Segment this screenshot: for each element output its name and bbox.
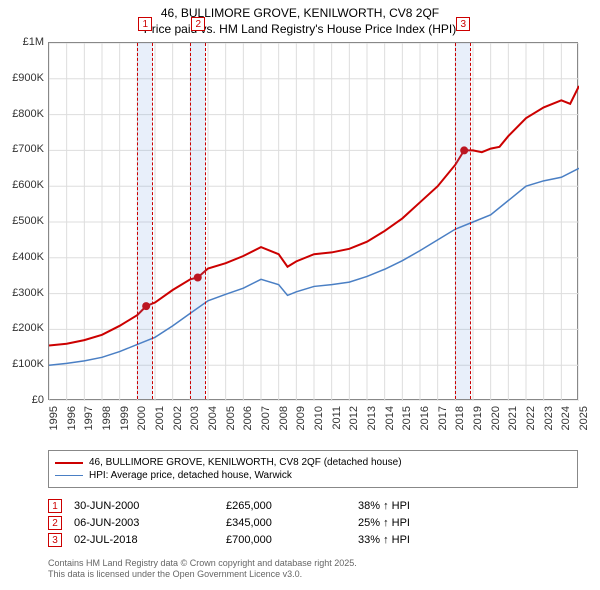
plot-svg [49,43,579,401]
x-axis-tick: 2024 [560,406,572,446]
event-band-label: 1 [138,17,152,31]
x-axis-tick: 2023 [543,406,555,446]
event-price: £700,000 [226,534,346,546]
x-axis-tick: 2021 [507,406,519,446]
event-row: 1 30-JUN-2000 £265,000 38% ↑ HPI [48,499,578,513]
x-axis-tick: 2013 [366,406,378,446]
x-axis-tick: 2025 [578,406,590,446]
event-number: 2 [48,516,62,530]
title-line1: 46, BULLIMORE GROVE, KENILWORTH, CV8 2QF [0,6,600,22]
x-axis-tick: 2006 [242,406,254,446]
event-hpi: 25% ↑ HPI [358,517,458,529]
y-axis-tick: £400K [0,251,44,263]
x-axis-tick: 2002 [172,406,184,446]
title-block: 46, BULLIMORE GROVE, KENILWORTH, CV8 2QF… [0,0,600,37]
x-axis-tick: 1997 [83,406,95,446]
x-axis-tick: 2009 [295,406,307,446]
event-number: 1 [48,499,62,513]
y-axis-tick: £300K [0,287,44,299]
x-axis-tick: 2014 [384,406,396,446]
x-axis-tick: 2020 [490,406,502,446]
footer-line2: This data is licensed under the Open Gov… [48,569,578,580]
event-date: 30-JUN-2000 [74,500,214,512]
legend-item: HPI: Average price, detached house, Warw… [55,470,571,481]
x-axis-tick: 2016 [419,406,431,446]
y-axis-tick: £200K [0,322,44,334]
x-axis-tick: 2001 [154,406,166,446]
event-price: £265,000 [226,500,346,512]
plot-area: 123 [48,42,578,400]
event-band-label: 2 [191,17,205,31]
y-axis-tick: £800K [0,108,44,120]
event-hpi: 38% ↑ HPI [358,500,458,512]
legend-swatch [55,462,83,464]
y-axis-tick: £500K [0,215,44,227]
x-axis-tick: 1995 [48,406,60,446]
footer-attribution: Contains HM Land Registry data © Crown c… [48,558,578,580]
legend: 46, BULLIMORE GROVE, KENILWORTH, CV8 2QF… [48,450,578,488]
legend-label: HPI: Average price, detached house, Warw… [89,470,292,481]
x-axis-tick: 2000 [136,406,148,446]
y-axis-tick: £700K [0,143,44,155]
y-axis-tick: £0 [0,394,44,406]
x-axis-tick: 2011 [331,406,343,446]
event-band-label: 3 [456,17,470,31]
x-axis-tick: 2019 [472,406,484,446]
x-axis-tick: 2022 [525,406,537,446]
event-row: 3 02-JUL-2018 £700,000 33% ↑ HPI [48,533,578,547]
event-row: 2 06-JUN-2003 £345,000 25% ↑ HPI [48,516,578,530]
y-axis-tick: £1M [0,36,44,48]
x-axis-tick: 1999 [119,406,131,446]
x-axis-tick: 2012 [348,406,360,446]
legend-label: 46, BULLIMORE GROVE, KENILWORTH, CV8 2QF… [89,457,402,468]
footer-line1: Contains HM Land Registry data © Crown c… [48,558,578,569]
y-axis-tick: £900K [0,72,44,84]
legend-swatch [55,475,83,477]
x-axis-tick: 2007 [260,406,272,446]
event-band: 1 [137,43,153,399]
legend-item: 46, BULLIMORE GROVE, KENILWORTH, CV8 2QF… [55,457,571,468]
event-date: 06-JUN-2003 [74,517,214,529]
chart-container: 46, BULLIMORE GROVE, KENILWORTH, CV8 2QF… [0,0,600,590]
x-axis-tick: 1996 [66,406,78,446]
event-price: £345,000 [226,517,346,529]
x-axis-tick: 2017 [437,406,449,446]
event-date: 02-JUL-2018 [74,534,214,546]
title-line2: Price paid vs. HM Land Registry's House … [0,22,600,38]
y-axis-tick: £100K [0,358,44,370]
x-axis-tick: 1998 [101,406,113,446]
x-axis-tick: 2005 [225,406,237,446]
y-axis-tick: £600K [0,179,44,191]
x-axis-tick: 2004 [207,406,219,446]
x-axis-tick: 2018 [454,406,466,446]
event-table: 1 30-JUN-2000 £265,000 38% ↑ HPI 2 06-JUN-200… [48,496,578,550]
event-band: 2 [190,43,206,399]
x-axis-tick: 2008 [278,406,290,446]
x-axis-tick: 2003 [189,406,201,446]
event-hpi: 33% ↑ HPI [358,534,458,546]
event-number: 3 [48,533,62,547]
x-axis-tick: 2015 [401,406,413,446]
event-band: 3 [455,43,471,399]
x-axis-tick: 2010 [313,406,325,446]
